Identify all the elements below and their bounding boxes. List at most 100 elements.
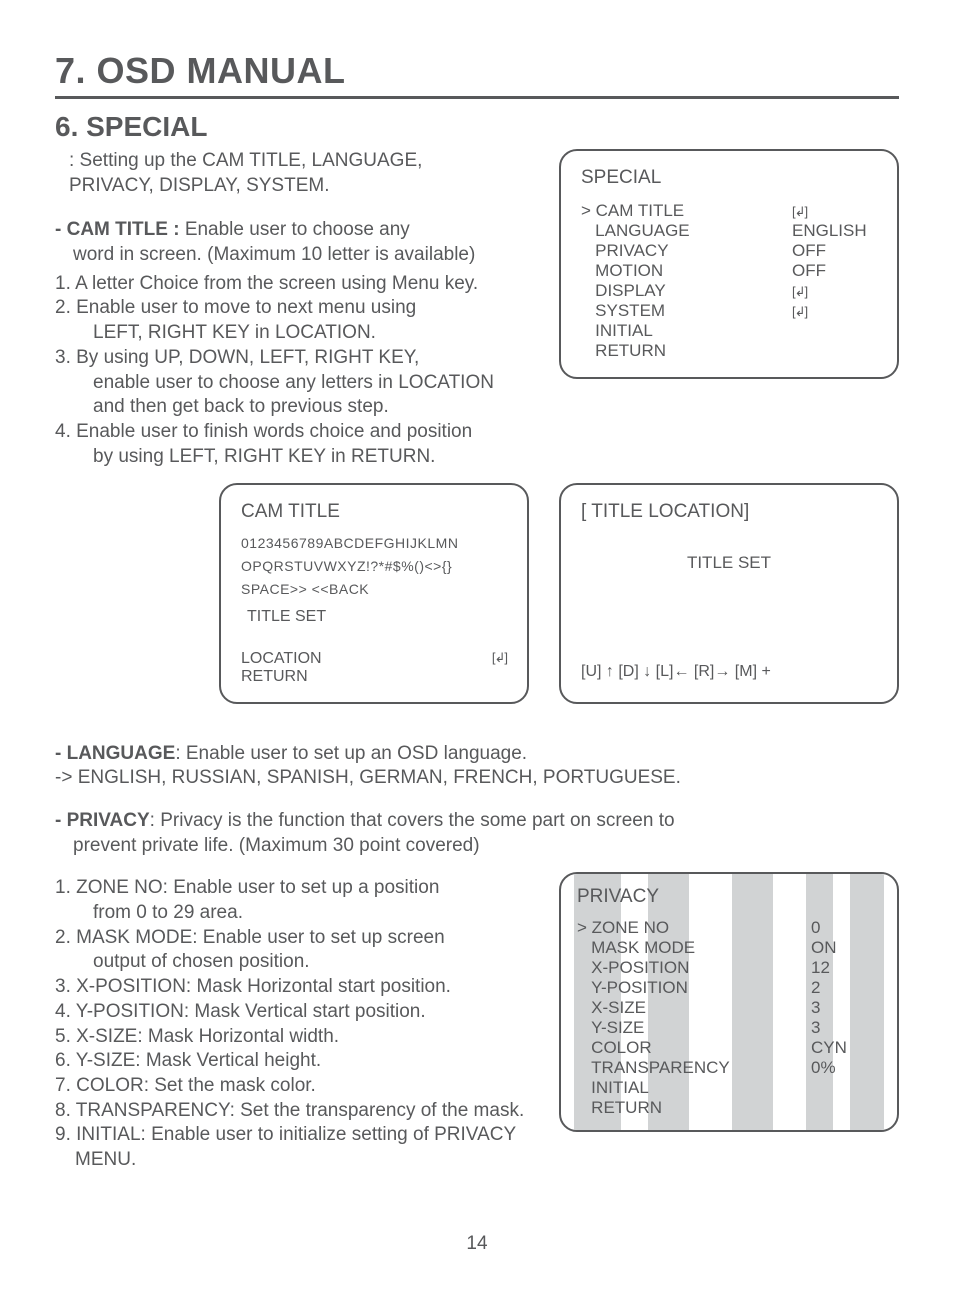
cam-n4a: 4. Enable user to finish words choice an… (55, 420, 529, 445)
cam-n4b: by using LEFT, RIGHT KEY in RETURN. (55, 445, 529, 470)
special-row: > CAM TITLE[↲] (581, 201, 877, 221)
privacy-osd-box: PRIVACY > ZONE NO0 MASK MODEON X-POSITIO… (559, 872, 899, 1132)
privacy-row-value: CYN (811, 1038, 881, 1058)
main-title: 7. OSD MANUAL (55, 50, 899, 99)
priv-n6: 6. Y-SIZE: Mask Vertical height. (55, 1049, 529, 1074)
language-line2: -> ENGLISH, RUSSIAN, SPANISH, GERMAN, FR… (55, 766, 899, 791)
priv-n2b: output of chosen position. (55, 950, 529, 975)
cam-title-desc2: word in screen. (Maximum 10 letter is av… (55, 243, 529, 268)
privacy-row-label: TRANSPARENCY (577, 1058, 811, 1078)
cam-location: LOCATION (241, 650, 492, 668)
privacy-row: Y-SIZE3 (577, 1018, 881, 1038)
special-row: MOTIONOFF (581, 261, 877, 281)
privacy-row-label: RETURN (577, 1098, 811, 1118)
special-row-value: ENGLISH (792, 221, 877, 241)
special-row: PRIVACYOFF (581, 241, 877, 261)
special-row-value: [↲] (792, 201, 877, 221)
title-loc-title: [ TITLE LOCATION] (581, 501, 877, 523)
privacy-row: Y-POSITION2 (577, 978, 881, 998)
priv-n3: 3. X-POSITION: Mask Horizontal start pos… (55, 975, 529, 1000)
special-row: SYSTEM[↲] (581, 301, 877, 321)
cam-return: RETURN (241, 668, 507, 686)
special-row: LANGUAGEENGLISH (581, 221, 877, 241)
special-row: DISPLAY[↲] (581, 281, 877, 301)
special-row-label: MOTION (581, 261, 792, 281)
special-row-value (792, 321, 877, 341)
cam-title-desc1: Enable user to choose any (185, 219, 410, 240)
privacy-row-label: COLOR (577, 1038, 811, 1058)
privacy-line2: prevent private life. (Maximum 30 point … (55, 834, 899, 859)
special-row-label: INITIAL (581, 321, 792, 341)
priv-n4: 4. Y-POSITION: Mask Vertical start posit… (55, 1000, 529, 1025)
cam-n3b: enable user to choose any letters in LOC… (55, 371, 529, 396)
cam-chars2: OPQRSTUVWXYZ!?*#$%()<>{} (241, 558, 507, 575)
privacy-desc: : Privacy is the function that covers th… (150, 810, 675, 831)
special-row-label: PRIVACY (581, 241, 792, 261)
privacy-row-value: 12 (811, 958, 881, 978)
special-row-label: > CAM TITLE (581, 201, 792, 221)
privacy-row: INITIAL (577, 1078, 881, 1098)
special-row-label: SYSTEM (581, 301, 792, 321)
privacy-row-value (811, 1098, 881, 1118)
special-row-value: [↲] (792, 281, 877, 301)
privacy-row-label: > ZONE NO (577, 918, 811, 938)
language-header: - LANGUAGE (55, 743, 175, 764)
cam-n3c: and then get back to previous step. (55, 395, 529, 420)
special-row: INITIAL (581, 321, 877, 341)
cam-chars3: SPACE>> <<BACK (241, 581, 507, 598)
priv-n8: 8. TRANSPARENCY: Set the transparency of… (55, 1099, 529, 1124)
privacy-row-label: X-POSITION (577, 958, 811, 978)
privacy-row: > ZONE NO0 (577, 918, 881, 938)
privacy-row-value: 0% (811, 1058, 881, 1078)
privacy-row-label: X-SIZE (577, 998, 811, 1018)
privacy-row-label: INITIAL (577, 1078, 811, 1098)
cam-title-osd-box: CAM TITLE 0123456789ABCDEFGHIJKLMN OPQRS… (219, 483, 529, 703)
privacy-row-value: 2 (811, 978, 881, 998)
cam-n2b: LEFT, RIGHT KEY in LOCATION. (55, 321, 529, 346)
special-row-label: DISPLAY (581, 281, 792, 301)
section-title: 6. SPECIAL (55, 111, 899, 143)
title-loc-foot: [U] ↑ [D] ↓ [L]← [R]→ [M] + (581, 663, 877, 681)
privacy-row-label: Y-POSITION (577, 978, 811, 998)
special-row-value: OFF (792, 261, 877, 281)
privacy-row: X-SIZE3 (577, 998, 881, 1018)
priv-n2a: 2. MASK MODE: Enable user to set up scre… (55, 926, 529, 951)
enter-icon: [↲] (492, 650, 507, 668)
special-row-value (792, 341, 877, 361)
special-row-label: LANGUAGE (581, 221, 792, 241)
intro-line2: PRIVACY, DISPLAY, SYSTEM. (69, 174, 529, 199)
cam-title-set: TITLE SET (241, 608, 507, 626)
cam-title-block: - CAM TITLE : Enable user to choose any … (55, 218, 529, 469)
privacy-row: TRANSPARENCY0% (577, 1058, 881, 1078)
intro-text: : Setting up the CAM TITLE, LANGUAGE, PR… (55, 149, 529, 198)
privacy-header: - PRIVACY (55, 810, 150, 831)
cam-n2a: 2. Enable user to move to next menu usin… (55, 296, 529, 321)
privacy-row-label: MASK MODE (577, 938, 811, 958)
cam-n3a: 3. By using UP, DOWN, LEFT, RIGHT KEY, (55, 346, 529, 371)
priv-n9: 9. INITIAL: Enable user to initialize se… (55, 1123, 529, 1172)
special-row-value: OFF (792, 241, 877, 261)
cam-chars1: 0123456789ABCDEFGHIJKLMN (241, 535, 507, 552)
title-loc-mid: TITLE SET (581, 553, 877, 573)
priv-n7: 7. COLOR: Set the mask color. (55, 1074, 529, 1099)
privacy-box-title: PRIVACY (577, 886, 881, 908)
page-number: 14 (55, 1233, 899, 1255)
priv-n5: 5. X-SIZE: Mask Horizontal width. (55, 1025, 529, 1050)
priv-n1b: from 0 to 29 area. (55, 901, 529, 926)
privacy-row: RETURN (577, 1098, 881, 1118)
special-row-label: RETURN (581, 341, 792, 361)
privacy-row: MASK MODEON (577, 938, 881, 958)
cam-n1: 1. A letter Choice from the screen using… (55, 272, 529, 297)
intro-line1: : Setting up the CAM TITLE, LANGUAGE, (69, 149, 529, 174)
special-osd-box: SPECIAL > CAM TITLE[↲] LANGUAGEENGLISH P… (559, 149, 899, 379)
special-box-title: SPECIAL (581, 167, 877, 189)
privacy-row-value: ON (811, 938, 881, 958)
cam-box-title: CAM TITLE (241, 501, 507, 523)
special-row: RETURN (581, 341, 877, 361)
privacy-row: X-POSITION12 (577, 958, 881, 978)
privacy-row: COLORCYN (577, 1038, 881, 1058)
privacy-row-value: 3 (811, 998, 881, 1018)
language-desc: : Enable user to set up an OSD language. (175, 743, 527, 764)
priv-n1a: 1. ZONE NO: Enable user to set up a posi… (55, 876, 529, 901)
privacy-row-label: Y-SIZE (577, 1018, 811, 1038)
